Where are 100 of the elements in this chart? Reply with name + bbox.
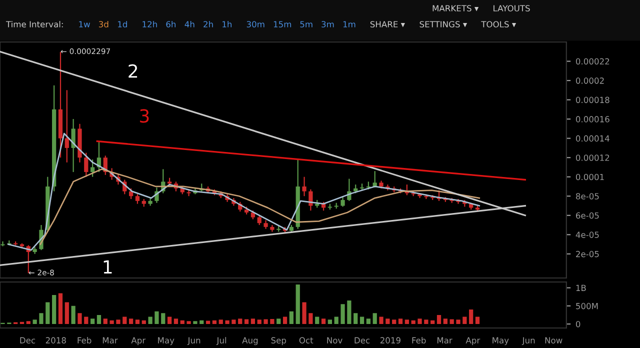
bar (250, 318, 256, 324)
bar (289, 311, 294, 324)
candlestick (340, 196, 345, 208)
bar (167, 316, 172, 324)
bar (58, 293, 63, 324)
bar (26, 321, 30, 324)
annotation: 1 (104, 260, 112, 274)
bar (142, 320, 146, 324)
text: 15m (274, 21, 292, 28)
text: 30m (246, 21, 264, 28)
y-tick-label: 0.0002 (576, 78, 604, 84)
candlestick (135, 194, 140, 204)
bar (450, 319, 454, 324)
y-tick-label: 0.00018 (576, 96, 610, 104)
line-series (8, 132, 480, 251)
bar (135, 320, 140, 324)
bar (340, 304, 345, 324)
x-tick-label: Jun (187, 337, 200, 346)
candlestick (257, 214, 262, 226)
x-tick-label: Jul (216, 337, 226, 346)
x-tick-label: Feb (78, 337, 92, 344)
text: 3d (99, 20, 108, 28)
bar (404, 320, 409, 324)
x-tick-label: Mar (102, 337, 118, 344)
bar (148, 316, 152, 324)
bar (386, 318, 390, 324)
text: 1w (79, 21, 90, 28)
text: 6h (166, 20, 176, 28)
bar (366, 318, 370, 324)
bar (430, 320, 435, 324)
bar (315, 316, 320, 324)
bar (116, 320, 120, 324)
bar (129, 318, 134, 324)
text: 1d (118, 20, 127, 28)
bar (218, 320, 223, 324)
y-tick-label: 0.00014 (576, 135, 610, 142)
bar (321, 318, 326, 324)
bar (96, 314, 102, 324)
x-tick-label: Apr (466, 337, 480, 346)
y-tick-label: 0 (576, 320, 580, 328)
bar (90, 318, 95, 324)
bar (154, 311, 159, 324)
text: MARKETS ▾ (432, 5, 479, 12)
text: 4h (184, 20, 194, 28)
bar (225, 320, 230, 324)
text: SETTINGS ▾ (420, 21, 468, 28)
bar (392, 320, 396, 324)
x-tick-label: Jun (522, 337, 535, 346)
bar (110, 320, 114, 324)
bar (180, 320, 184, 324)
bar (32, 320, 37, 324)
bar (84, 316, 88, 324)
bar (193, 321, 198, 324)
bar (122, 316, 127, 324)
x-tick-label: Dec (20, 337, 36, 344)
bar (71, 306, 76, 324)
bar (296, 284, 300, 324)
bar (103, 318, 108, 324)
y-tick-label: 0.00022 (576, 58, 610, 65)
y-tick-label: 6e-05 (576, 212, 599, 219)
text: 1m (343, 21, 356, 28)
bar (200, 320, 204, 324)
bar (257, 320, 262, 324)
x-tick-label: Sep (271, 337, 286, 346)
text: LAYOUTS (494, 5, 530, 12)
bar (418, 318, 422, 324)
x-tick-label: May (492, 337, 509, 346)
bar (436, 314, 442, 324)
x-tick-label: Oct (299, 337, 314, 344)
bar (302, 302, 306, 324)
bar (52, 295, 56, 324)
bar (212, 320, 217, 324)
bar (360, 316, 364, 324)
bar (39, 313, 44, 324)
bar (232, 320, 236, 324)
text: Time Interval: (6, 20, 63, 28)
bar (264, 319, 268, 324)
bar (308, 313, 313, 324)
candlestick (302, 176, 306, 197)
bar (398, 318, 403, 324)
text: 12h (142, 20, 157, 28)
y-tick-label: 2e-05 (576, 250, 599, 258)
candlestick (90, 158, 95, 178)
bar (475, 316, 480, 324)
text: SHARE ▾ (370, 21, 405, 28)
bar (174, 318, 178, 324)
bar (372, 313, 377, 324)
y-tick-label: 0.00012 (576, 154, 610, 161)
text: 3m (322, 21, 334, 28)
bar (238, 318, 242, 324)
y-tick-label: 8e-05 (576, 193, 599, 200)
bar (379, 316, 384, 324)
bar (462, 316, 467, 324)
annotation: 3 (140, 109, 149, 123)
y-tick-label: 1B (576, 284, 586, 291)
bar (424, 320, 428, 324)
x-tick-label: Nov (327, 337, 342, 344)
bar (161, 313, 166, 324)
text: TOOLS ▾ (481, 21, 516, 28)
x-tick-label: Apr (131, 337, 146, 346)
